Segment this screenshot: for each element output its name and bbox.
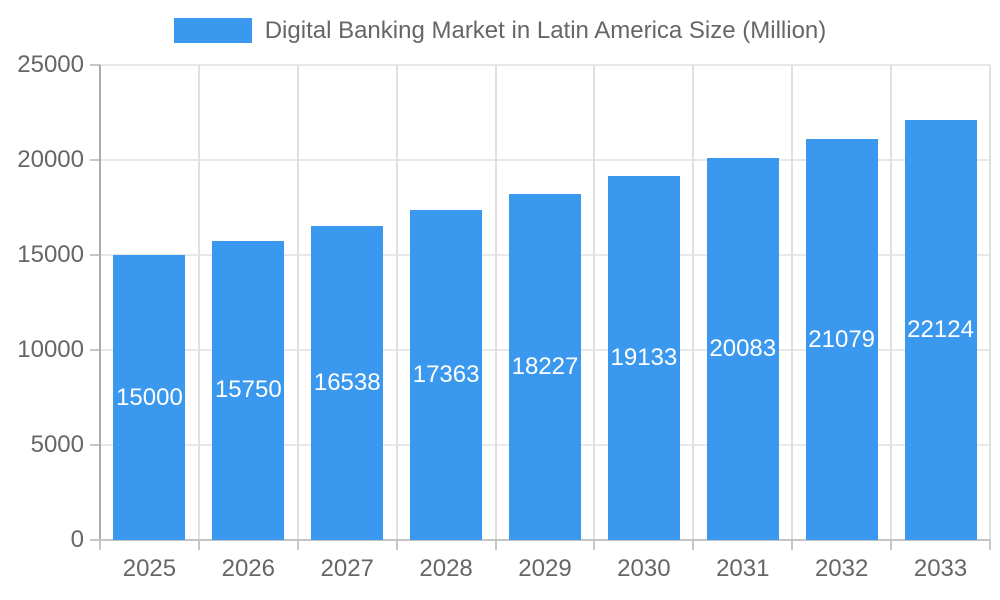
- y-tick: [90, 254, 100, 256]
- bar[interactable]: [212, 240, 285, 540]
- x-tick: [791, 540, 794, 550]
- bar[interactable]: [113, 255, 186, 540]
- y-tick-label: 20000: [17, 146, 84, 173]
- bar-value-label: 17363: [412, 361, 480, 389]
- x-tick: [296, 540, 299, 550]
- legend-swatch: [173, 18, 252, 43]
- y-tick: [90, 444, 100, 446]
- x-tick: [890, 540, 893, 550]
- x-gridline: [791, 65, 794, 540]
- chart-legend-item[interactable]: Digital Banking Market in Latin America …: [0, 18, 1000, 43]
- legend-label: Digital Banking Market in Latin America …: [264, 17, 827, 44]
- x-tick: [197, 540, 200, 550]
- y-tick: [90, 349, 100, 351]
- bar-value-label: 22124: [907, 315, 974, 343]
- bar[interactable]: [607, 176, 680, 540]
- x-gridline: [395, 65, 398, 540]
- bar[interactable]: [410, 210, 483, 540]
- y-tick: [90, 539, 100, 541]
- bar-value-label: 16538: [313, 368, 381, 396]
- x-tick-label: 2028: [419, 555, 473, 582]
- y-tick-label: 0: [70, 526, 84, 553]
- y-tick-label: 10000: [17, 336, 84, 363]
- x-gridline: [494, 65, 497, 540]
- x-tick: [395, 540, 398, 550]
- x-tick: [989, 540, 991, 550]
- x-tick-label: 2033: [913, 555, 968, 582]
- bar[interactable]: [706, 158, 779, 540]
- bar[interactable]: [805, 139, 878, 540]
- bar-value-label: 15000: [116, 383, 183, 411]
- y-axis-line: [99, 65, 101, 540]
- x-tick-label: 2032: [814, 555, 869, 582]
- x-tick: [692, 540, 695, 550]
- x-tick-label: 2027: [320, 555, 374, 582]
- bar-value-label: 20083: [709, 335, 777, 363]
- x-tick-label: 2025: [122, 555, 177, 582]
- x-tick-label: 2026: [221, 555, 275, 582]
- x-gridline: [296, 65, 299, 540]
- x-tick: [99, 540, 101, 550]
- x-tick-label: 2029: [518, 555, 572, 582]
- bar[interactable]: [904, 119, 977, 540]
- x-axis-line: [100, 539, 990, 541]
- x-tick-label: 2031: [716, 555, 770, 582]
- bar-value-label: 15750: [214, 376, 282, 404]
- x-tick: [593, 540, 596, 550]
- bar[interactable]: [509, 193, 581, 540]
- y-gridline: [100, 159, 990, 161]
- x-gridline: [692, 65, 695, 540]
- y-tick: [90, 159, 100, 161]
- y-tick-label: 25000: [17, 51, 84, 78]
- x-tick: [494, 540, 497, 550]
- bar-value-label: 21079: [808, 325, 876, 353]
- x-tick-label: 2030: [617, 555, 671, 582]
- x-gridline: [989, 65, 991, 540]
- y-tick-label: 5000: [30, 431, 84, 458]
- bar[interactable]: [311, 225, 384, 540]
- y-tick: [90, 64, 100, 66]
- x-gridline: [890, 65, 893, 540]
- bar-value-label: 18227: [511, 352, 579, 380]
- x-gridline: [593, 65, 596, 540]
- y-gridline: [100, 64, 990, 66]
- y-tick-label: 15000: [17, 241, 84, 268]
- x-gridline: [197, 65, 200, 540]
- bar-value-label: 19133: [610, 344, 678, 372]
